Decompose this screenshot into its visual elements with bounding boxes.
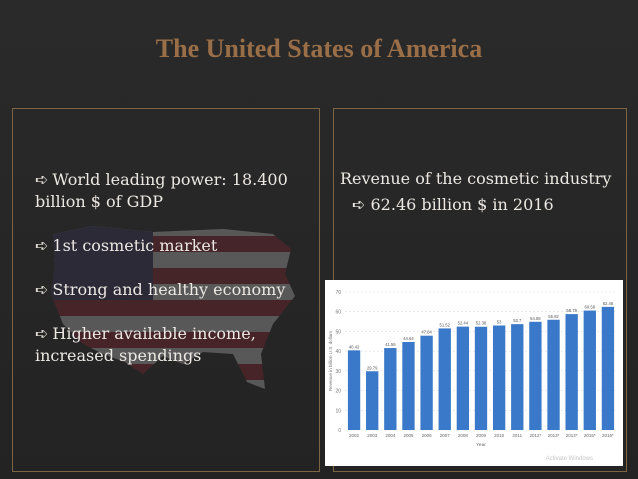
bullet-item: ➪ Higher available income, increased spen… [35,323,315,367]
data-label: 58.79 [566,308,577,313]
data-label: 47.84 [421,330,432,335]
bullet-text: Strong and healthy economy [52,280,286,299]
x-axis-label: Year [476,442,486,448]
y-tick-label: 0 [338,428,341,434]
bar [492,325,506,430]
arrow-icon: ➪ [35,324,49,343]
data-label: 53.7 [513,318,522,323]
revenue-value: ➪ 62.46 billion $ in 2016 [352,195,554,214]
data-label: 40.42 [349,344,360,349]
revenue-bar-chart: 0 10 20 30 40 50 60 70 Revenue in billion U.S. d… [328,290,617,448]
revenue-chart: 0 10 20 30 40 50 60 70 Revenue in billion U.S. d… [325,280,623,466]
revenue-heading: Revenue of the cosmetic industry [340,169,612,188]
bullet-item: ➪ 1st cosmetic market [35,235,315,257]
y-tick-label: 40 [335,349,341,355]
x-tick-label: 2003 [367,433,378,438]
x-tick-label: 2007 [440,433,451,438]
arrow-icon: ➪ [35,236,49,255]
y-tick-label: 70 [335,290,341,296]
x-tick-label: 2011 [512,433,522,438]
x-tick-label: 2013* [548,433,560,438]
bar [420,335,433,430]
us-flag-map-icon [51,226,295,389]
x-tick-label: 2015* [584,433,596,438]
watermark-text: Activate Windows [545,456,593,462]
bullet-item: ➪ Strong and healthy economy [35,279,315,301]
bar [384,348,397,430]
data-label: 60.58 [585,305,596,310]
y-tick-label: 30 [335,369,341,375]
y-tick-label: 60 [335,310,341,316]
x-tick-label: 2009 [476,433,487,438]
y-tick-label: 10 [335,408,341,414]
bar [565,314,578,430]
data-label: 53 [497,320,502,325]
bar [511,324,524,430]
data-label: 29.79 [367,365,378,370]
bar [547,319,560,430]
bullet-text: 1st cosmetic market [52,236,218,255]
data-label: 52.44 [458,321,469,326]
bullet-item: ➪ World leading power: 18.400 billion $ o… [35,169,315,213]
data-label: 54.89 [530,316,541,321]
bar [347,350,361,430]
data-label: 55.92 [548,314,559,319]
bar [529,321,542,430]
arrow-icon: ➪ [352,195,366,214]
revenue-value-text: 62.46 billion $ in 2016 [370,195,554,214]
arrow-icon: ➪ [35,170,49,189]
x-tick-label: 2002 [349,433,360,438]
bar [456,326,470,430]
data-label: 52.38 [476,321,487,326]
x-tick-label: 2005 [403,433,414,438]
bar [438,328,451,430]
data-label: 62.46 [603,301,614,306]
left-panel: ➪ World leading power: 18.400 billion $ o… [12,108,320,472]
x-tick-label: 2010 [494,433,505,438]
bar [583,310,596,430]
right-panel: Revenue of the cosmetic industry ➪ 62.46… [333,108,627,472]
bar [366,371,379,430]
data-label: 51.52 [439,322,450,327]
data-label: 44.64 [403,336,414,341]
arrow-icon: ➪ [35,280,49,299]
x-tick-label: 2014* [566,433,578,438]
bar [601,306,615,430]
x-tick-label: 2004 [385,433,396,438]
bullet-text: World leading power: 18.400 billion $ of… [35,170,288,211]
bar [474,326,488,430]
bullet-list: ➪ World leading power: 18.400 billion $ o… [35,169,315,389]
data-label: 41.56 [385,342,396,347]
x-tick-label: 2006 [422,433,433,438]
y-tick-label: 20 [335,389,341,395]
y-tick-label: 50 [335,329,341,335]
x-tick-label: 2008 [458,433,469,438]
y-axis-label: Revenue in billion U.S. dollars [328,330,333,391]
bullet-text: Higher available income, increased spend… [35,324,256,365]
x-tick-label: 2016* [602,433,614,438]
x-tick-label: 2012* [530,433,542,438]
slide-title: The United States of America [155,34,483,63]
bar [402,341,415,430]
